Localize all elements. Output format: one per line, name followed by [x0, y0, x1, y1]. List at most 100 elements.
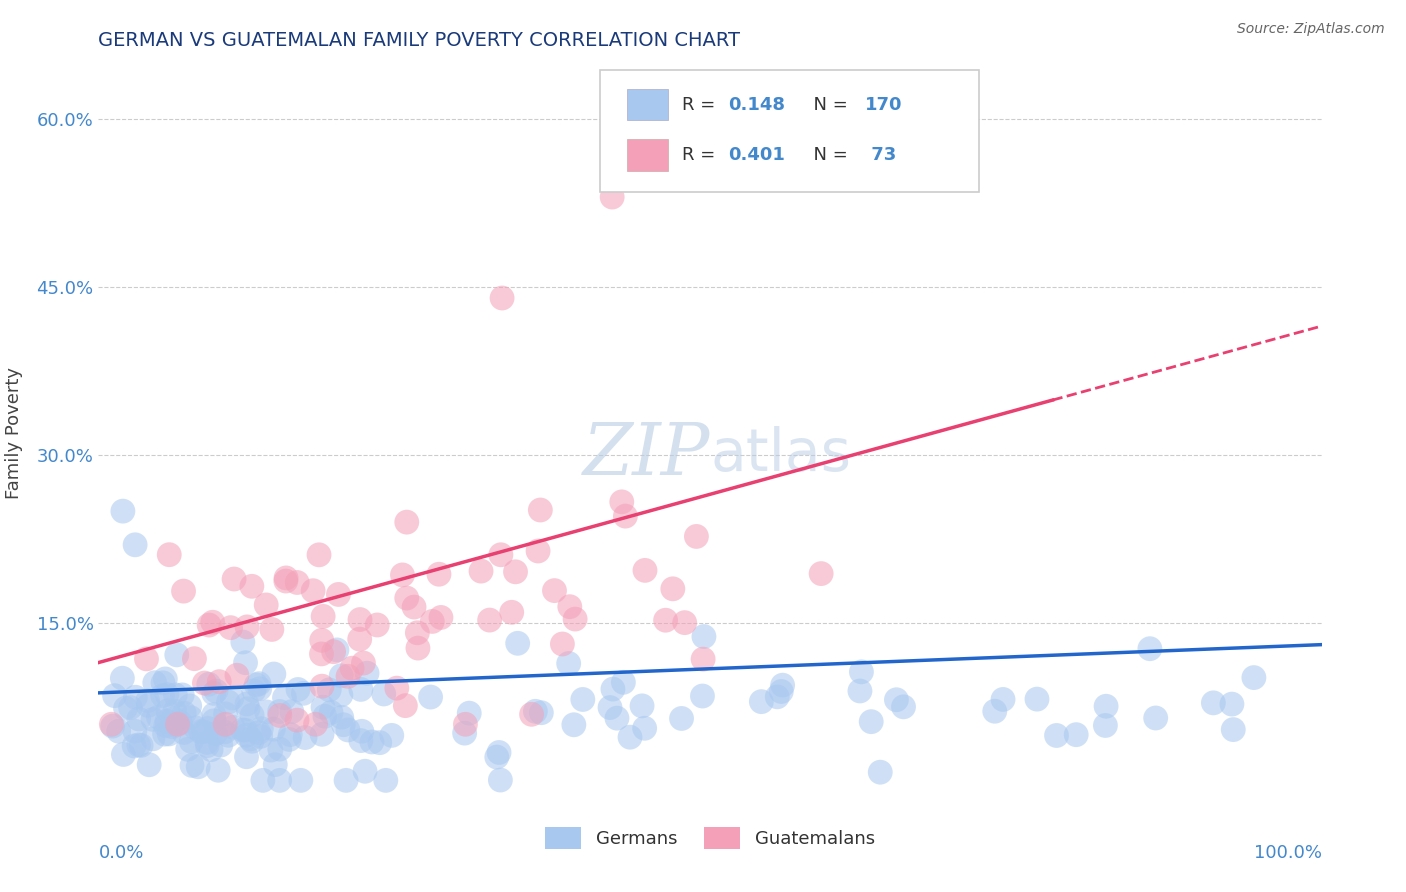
Point: [1222, 723, 1244, 737]
Point: [249, 730, 271, 744]
Point: [340, 661, 363, 675]
Point: [208, 674, 231, 689]
Point: [312, 700, 335, 714]
Point: [256, 705, 278, 719]
Point: [551, 637, 574, 651]
Point: [202, 707, 225, 722]
Point: [1094, 718, 1116, 732]
Point: [350, 733, 373, 747]
Point: [163, 704, 186, 718]
Point: [527, 544, 550, 558]
Point: [350, 682, 373, 697]
Point: [166, 648, 188, 662]
Point: [373, 687, 395, 701]
Point: [395, 515, 418, 529]
Point: [693, 630, 716, 644]
Point: [112, 747, 135, 762]
Point: [204, 726, 226, 740]
Point: [214, 717, 236, 731]
Point: [142, 713, 165, 727]
Point: [1064, 728, 1087, 742]
Point: [385, 681, 408, 695]
Point: [1202, 696, 1225, 710]
Point: [766, 690, 789, 704]
Point: [285, 575, 308, 590]
Point: [1220, 697, 1243, 711]
Point: [602, 682, 624, 697]
Text: N =: N =: [801, 95, 853, 113]
Legend: Germans, Guatemalans: Germans, Guatemalans: [538, 821, 882, 856]
Point: [120, 700, 142, 714]
Point: [631, 698, 654, 713]
Point: [197, 722, 219, 736]
Point: [427, 567, 450, 582]
Point: [155, 719, 177, 733]
Point: [209, 738, 232, 752]
Point: [991, 692, 1014, 706]
Point: [173, 706, 195, 721]
Point: [202, 686, 225, 700]
Point: [322, 645, 344, 659]
Point: [260, 743, 283, 757]
Point: [634, 563, 657, 577]
Point: [235, 723, 257, 738]
Point: [772, 678, 794, 692]
Point: [173, 584, 195, 599]
Point: [100, 717, 122, 731]
Point: [356, 666, 378, 681]
Point: [222, 572, 245, 586]
Point: [235, 656, 257, 670]
Point: [269, 705, 291, 719]
Y-axis label: Family Poverty: Family Poverty: [4, 367, 22, 499]
Point: [349, 632, 371, 647]
Point: [391, 568, 413, 582]
Point: [453, 726, 475, 740]
Text: R =: R =: [682, 146, 721, 164]
Point: [564, 612, 586, 626]
Point: [606, 711, 628, 725]
Point: [193, 724, 215, 739]
Point: [242, 683, 264, 698]
Point: [254, 598, 277, 612]
Point: [269, 708, 291, 723]
Point: [273, 690, 295, 705]
Point: [235, 749, 257, 764]
Point: [330, 710, 353, 724]
Point: [430, 610, 453, 624]
Point: [395, 591, 418, 605]
Point: [489, 772, 512, 787]
Point: [292, 686, 315, 700]
Point: [419, 690, 441, 704]
Point: [505, 565, 527, 579]
Point: [236, 702, 259, 716]
Point: [558, 599, 581, 614]
Text: GERMAN VS GUATEMALAN FAMILY POVERTY CORRELATION CHART: GERMAN VS GUATEMALAN FAMILY POVERTY CORR…: [98, 30, 741, 50]
Point: [685, 529, 707, 543]
Text: Source: ZipAtlas.com: Source: ZipAtlas.com: [1237, 22, 1385, 37]
Point: [111, 671, 134, 685]
Point: [169, 715, 191, 730]
Point: [520, 707, 543, 722]
Text: 73: 73: [865, 146, 897, 164]
Point: [156, 688, 179, 702]
Point: [128, 712, 150, 726]
Point: [214, 706, 236, 721]
Point: [250, 722, 273, 736]
Point: [195, 739, 218, 753]
Point: [318, 682, 340, 697]
Point: [166, 717, 188, 731]
Point: [294, 731, 316, 745]
Point: [360, 735, 382, 749]
Point: [177, 742, 200, 756]
Point: [122, 739, 145, 753]
FancyBboxPatch shape: [627, 89, 668, 120]
Point: [1026, 692, 1049, 706]
Text: 0.148: 0.148: [728, 95, 786, 113]
Point: [810, 566, 832, 581]
Point: [562, 718, 585, 732]
Point: [187, 760, 209, 774]
Point: [287, 682, 309, 697]
Text: ZIP: ZIP: [582, 419, 710, 490]
Point: [619, 730, 641, 744]
Point: [152, 689, 174, 703]
